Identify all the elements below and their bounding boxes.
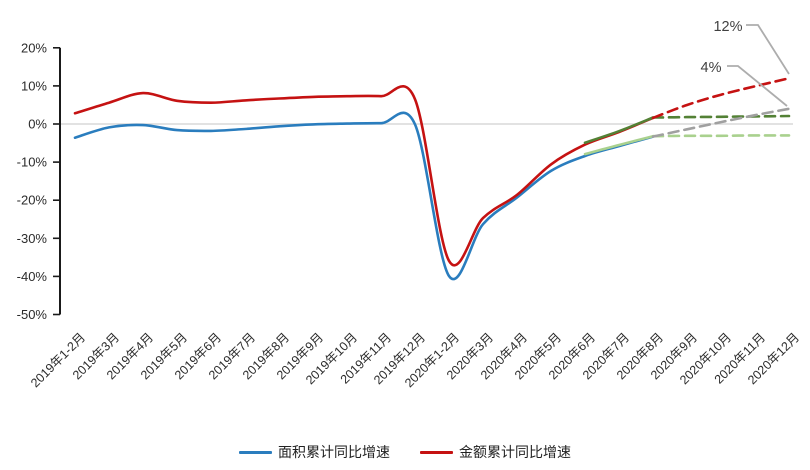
annotations: 12% 4% <box>701 19 790 107</box>
legend-label-amount: 金额累计同比增速 <box>459 446 571 461</box>
y-tick-label: -20% <box>17 193 48 208</box>
line-amount-actual <box>73 85 655 267</box>
line-area-scenario-steady-forecast <box>651 134 791 138</box>
annotation-leader-4% <box>727 65 788 107</box>
legend-line-swatch-red <box>420 450 453 454</box>
line-area-actual <box>73 111 655 281</box>
y-tick-label: -10% <box>17 155 48 170</box>
annotation-leader-12% <box>746 24 790 75</box>
legend-line-swatch-blue <box>239 450 272 454</box>
annotation-label-4%: 4% <box>701 60 722 76</box>
legend: 面积累计同比增速 金额累计同比增速 <box>0 442 810 462</box>
annotation-label-12%: 12% <box>713 19 742 35</box>
legend-item-area: 面积累计同比增速 <box>239 442 390 462</box>
line-amount-scenario-steady-forecast <box>651 114 791 119</box>
legend-label-area: 面积累计同比增速 <box>278 446 390 461</box>
legend-item-amount: 金额累计同比增速 <box>420 442 571 462</box>
y-tick-label: -40% <box>17 269 48 284</box>
x-axis-labels: 2019年1-2月2019年3月2019年4月2019年5月2019年6月201… <box>28 330 802 390</box>
line-amount-scenario-optimistic-forecast <box>651 77 791 120</box>
y-tick-label: 20% <box>21 40 47 55</box>
series-lines <box>73 77 791 281</box>
line-area-scenario-steady-realized <box>583 134 655 156</box>
y-tick-label: -30% <box>17 231 48 246</box>
y-axis: 20% 10% 0% -10% -20% -30% -40% -50% <box>17 40 61 322</box>
line-amount-scenario-steady-realized <box>583 116 655 144</box>
y-tick-label: -50% <box>17 307 48 322</box>
y-tick-label: 10% <box>21 78 47 93</box>
line-area-scenario-optimistic-forecast <box>651 107 791 138</box>
y-tick-label: 0% <box>28 117 47 132</box>
